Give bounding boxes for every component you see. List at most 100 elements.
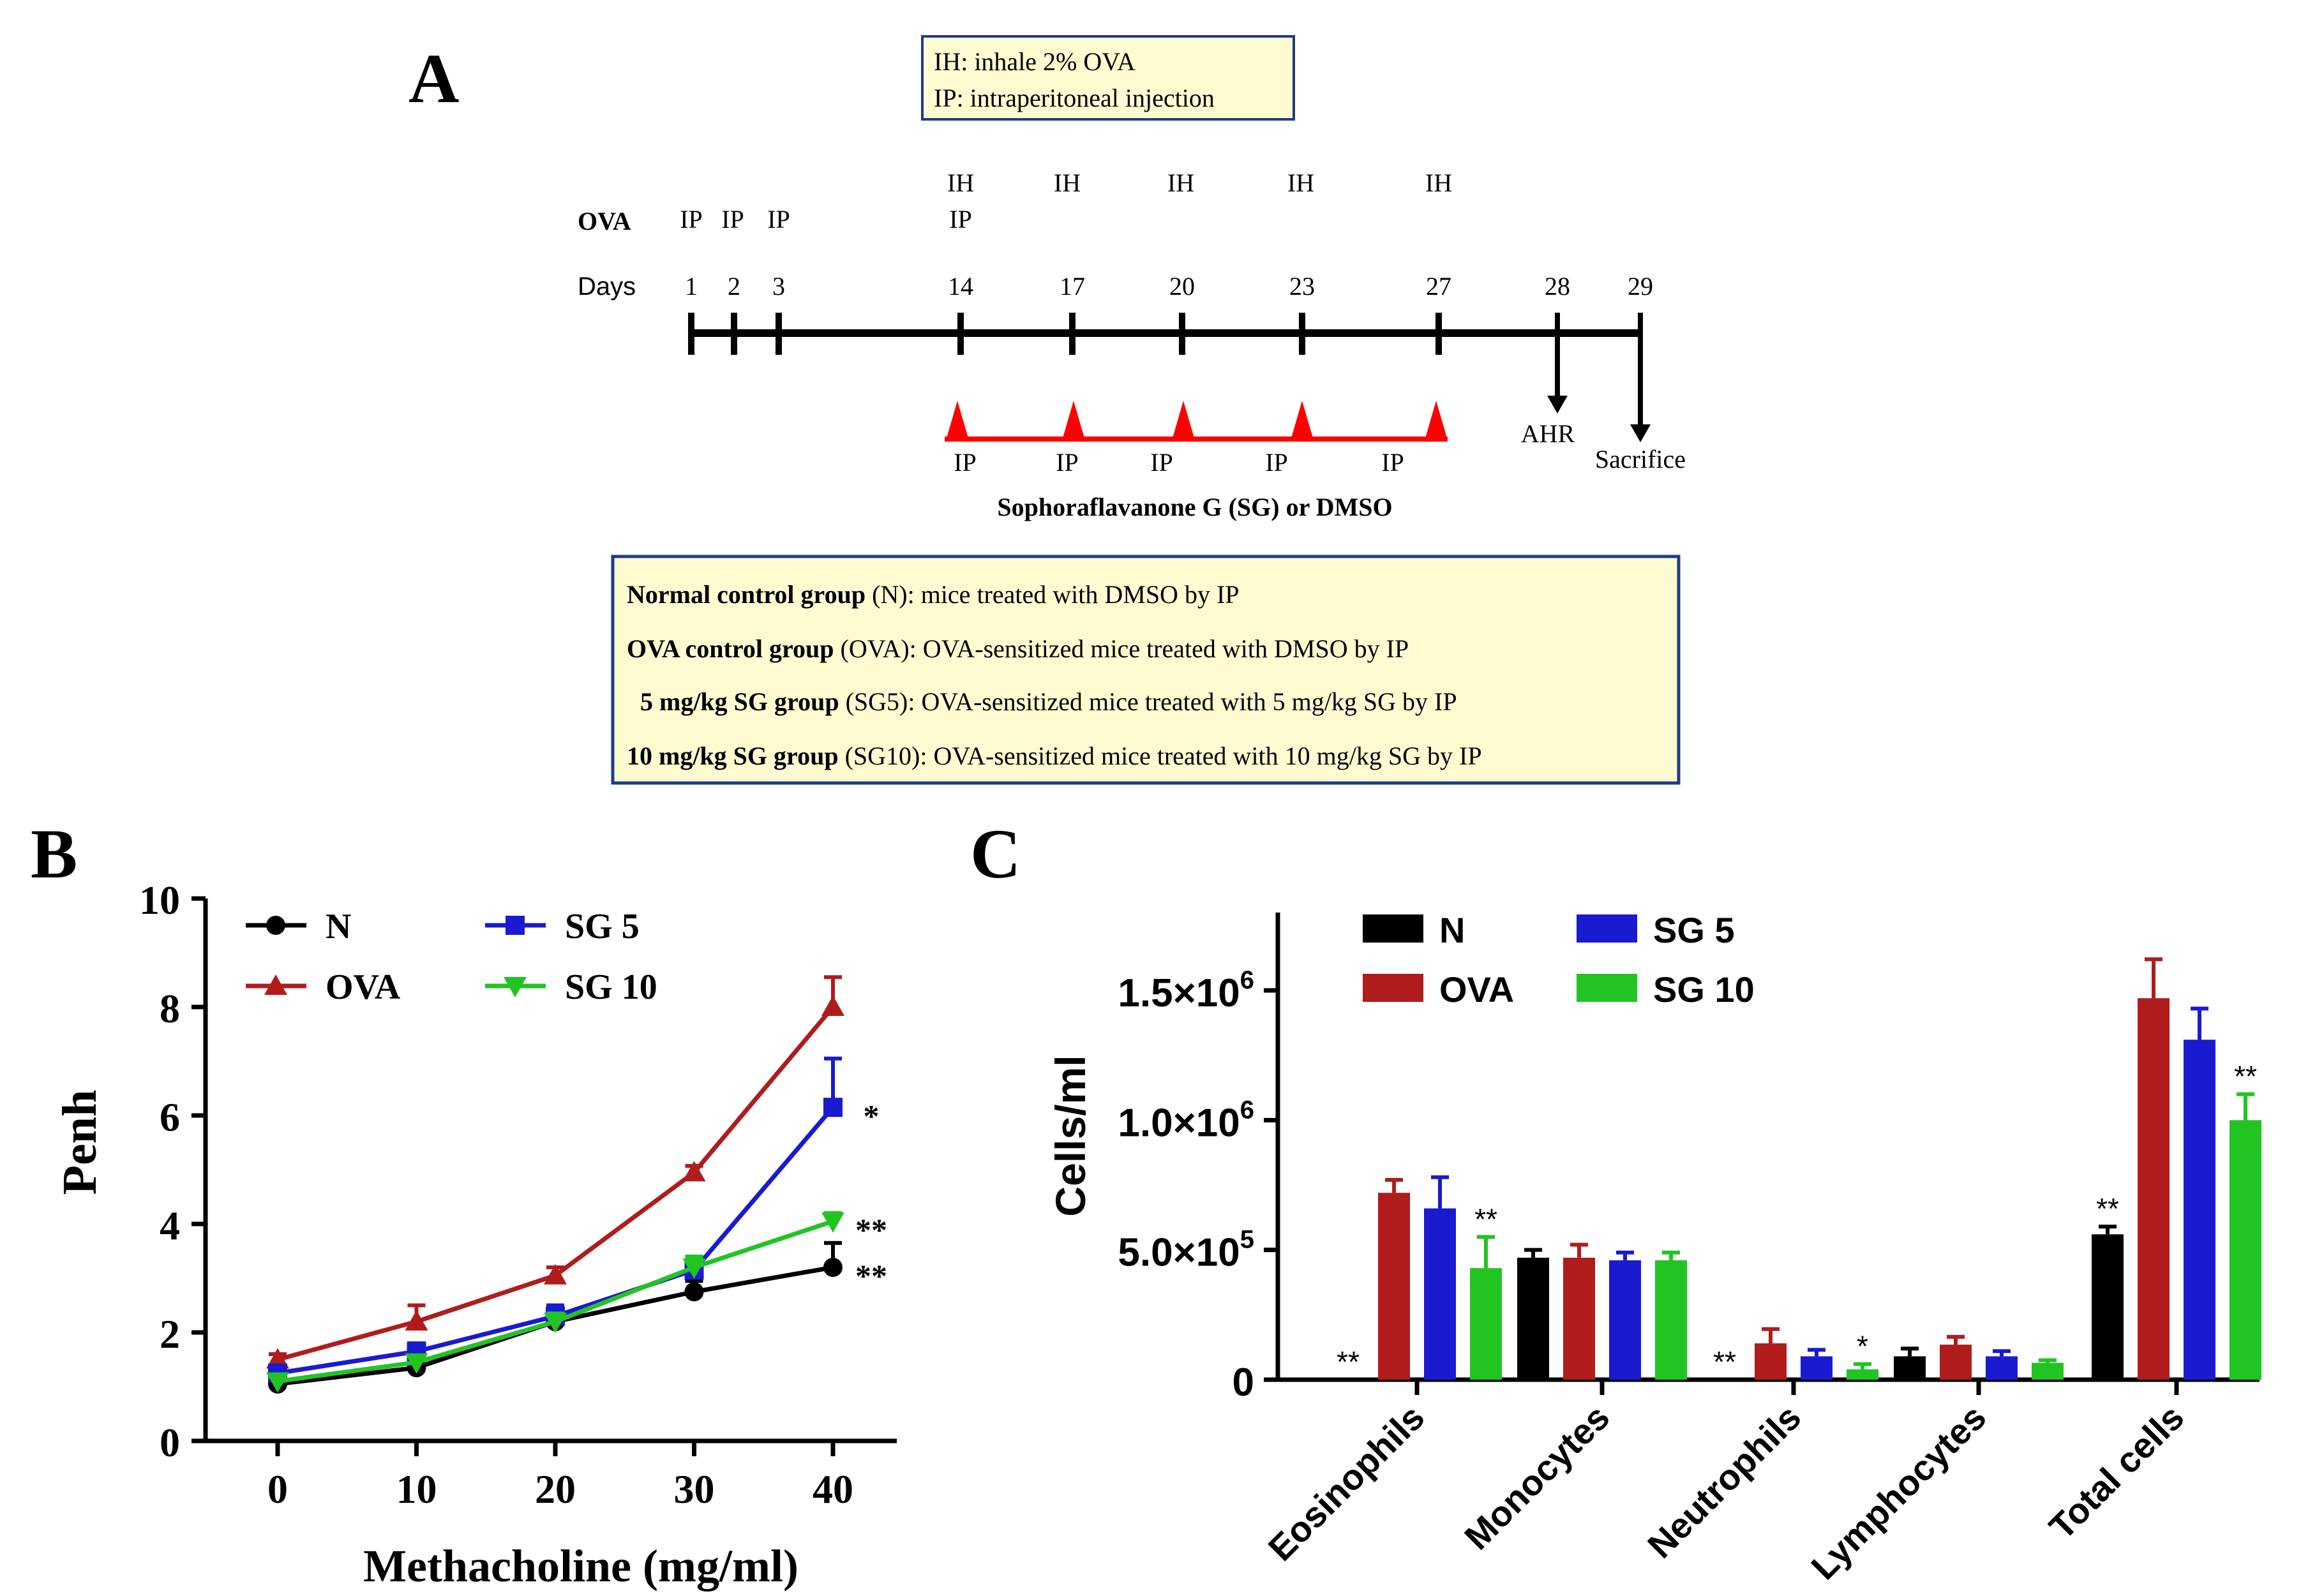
treatment-marker-3 [1172, 401, 1195, 440]
treatment-marker-5 [1425, 401, 1448, 440]
group-sg5: 5 mg/kg SG group (SG5): OVA-sensitized m… [640, 687, 1457, 716]
ova-ih-day14: IH [947, 168, 974, 197]
ova-ih-day20: IH [1167, 168, 1194, 197]
panel-b-label: B [31, 815, 77, 893]
day-3: 3 [772, 272, 785, 301]
chart-c-legend-swatch-sg-10 [1577, 974, 1637, 1002]
chart-c-bar-neutrophils-sg-5 [1801, 1356, 1833, 1380]
days-row-label: Days [578, 272, 636, 301]
chart-c-legend-sg-10: SG 10 [1577, 969, 1755, 1010]
group-sg10-name: 10 mg/kg SG group [627, 742, 839, 770]
chart-c-xtick-label-total-cells: Total cells [2041, 1397, 2191, 1547]
ova-ip-day3: IP [767, 205, 790, 234]
group-normal-name: Normal control group [627, 580, 866, 609]
chart-b-legend-marker-n [266, 916, 285, 935]
group-sg10: 10 mg/kg SG group (SG10): OVA-sensitized… [627, 742, 1482, 770]
chart-b-legend-ova: OVA [246, 967, 401, 1007]
chart-c-ylabel: Cells/ml [1047, 1055, 1094, 1216]
chart-b-point-n [823, 1258, 843, 1277]
day-27: 27 [1426, 272, 1451, 301]
day-29: 29 [1628, 272, 1653, 301]
abbreviation-box [921, 35, 1295, 121]
chart-b-line-sg-5 [277, 1105, 835, 1376]
group-ova-name: OVA control group [627, 634, 834, 663]
chart-c-bar-eosinophils-sg-5 [1424, 1208, 1456, 1380]
chart-b-legend-label-ova: OVA [326, 967, 401, 1007]
treatment-ip-5: IP [1381, 448, 1404, 477]
treatment-marker-1 [946, 401, 969, 440]
chart-c-bar-neutrophils-sg-10 [1847, 1369, 1878, 1380]
chart-c-bar-lymphocytes-n [1894, 1356, 1926, 1380]
chart-b-ytick-label-6: 6 [160, 1094, 180, 1140]
chart-c-xtick-label-eosinophils: Eosinophils [1261, 1397, 1432, 1569]
treatment-ip-1: IP [954, 448, 977, 477]
chart-c-bar-total-cells-sg-5 [2184, 1040, 2215, 1380]
treatment-marker-2 [1062, 401, 1085, 440]
chart-b-point-sg-5 [823, 1098, 843, 1117]
chart-c-legend-swatch-n [1363, 914, 1423, 943]
timeline-ticks [688, 313, 1442, 355]
chart-b-ytick-label-4: 4 [160, 1203, 180, 1248]
chart-b-sig-sg-10: ** [855, 1212, 887, 1248]
ova-ih-day23: IH [1287, 168, 1314, 197]
chart-c-ytick-label-1000000: 1.0×106 [1118, 1096, 1254, 1145]
chart-b-point-sg-10 [266, 1372, 289, 1393]
day-1: 1 [685, 272, 698, 301]
chart-b-xtick-label-10: 10 [396, 1466, 437, 1512]
chart-b-point-sg-10 [544, 1313, 567, 1333]
chart-c-xtick-label-lymphocytes: Lymphocytes [1803, 1397, 1993, 1587]
ova-ip-day1: IP [680, 205, 703, 234]
chart-b-ylabel: Penh [53, 1090, 107, 1195]
treatment-ip-3: IP [1150, 448, 1173, 477]
group-sg10-desc: (SG10): OVA-sensitized mice treated with… [839, 742, 1482, 770]
chart-b-series-sg-5 [268, 1056, 843, 1383]
chart-c-bar-total-cells-sg-10 [2230, 1120, 2261, 1380]
treatment-ip-4: IP [1265, 448, 1288, 477]
ova-ih-day27: IH [1425, 168, 1452, 197]
chart-b-ytick-label-0: 0 [160, 1420, 180, 1465]
group-sg5-desc: (SG5): OVA-sensitized mice treated with … [839, 687, 1457, 716]
chart-c-legend-ova: OVA [1363, 969, 1514, 1010]
chart-b-point-ova [682, 1161, 706, 1182]
day-17: 17 [1060, 272, 1085, 301]
chart-c: Cells/ml 0 5.0×105 1.0×106 1.5×106 Eosinophi… [1047, 910, 2261, 1587]
chart-b-ytick-label-2: 2 [160, 1311, 180, 1357]
treatment-label: Sophoraflavanone G (SG) or DMSO [997, 493, 1392, 521]
day-23: 23 [1289, 272, 1315, 301]
chart-b-point-ova [405, 1310, 428, 1331]
chart-c-xtick-label-monocytes: Monocytes [1457, 1397, 1617, 1557]
chart-b-point-sg-10 [405, 1353, 428, 1374]
sacrifice-label: Sacrifice [1595, 445, 1686, 474]
chart-b-line-sg-10 [277, 1219, 834, 1383]
group-ova: OVA control group (OVA): OVA-sensitized … [627, 634, 1409, 663]
group-ova-desc: (OVA): OVA-sensitized mice treated with … [834, 634, 1409, 663]
chart-c-bar-monocytes-ova [1563, 1257, 1595, 1380]
chart-c-bar-lymphocytes-sg-10 [2032, 1362, 2064, 1380]
chart-c-xtick-label-neutrophils: Neutrophils [1640, 1397, 1809, 1566]
treatment-ip-2: IP [1056, 448, 1079, 477]
chart-c-sig-total-cells-sg-10: ** [2234, 1060, 2257, 1093]
chart-c-bar-neutrophils-ova [1755, 1343, 1787, 1380]
chart-c-sig-neutrophils-n: ** [1713, 1345, 1736, 1378]
ova-ih-day17: IH [1054, 168, 1081, 197]
day-28: 28 [1545, 272, 1570, 301]
chart-c-bar-monocytes-n [1517, 1257, 1549, 1380]
chart-c-bar-eosinophils-ova [1378, 1193, 1410, 1380]
chart-b-point-sg-10 [682, 1258, 706, 1279]
chart-b-sig-n: ** [855, 1258, 887, 1294]
chart-c-sig-eosinophils-sg-10: ** [1474, 1202, 1497, 1235]
chart-b-xtick-label-20: 20 [535, 1466, 576, 1512]
chart-c-legend-sg-5: SG 5 [1577, 910, 1735, 950]
chart-b-series-ova [266, 975, 844, 1369]
day-2: 2 [728, 272, 740, 301]
day-20: 20 [1169, 272, 1195, 301]
day-14: 14 [948, 272, 973, 301]
chart-b-ytick-label-8: 8 [160, 986, 180, 1031]
chart-c-sig-neutrophils-sg-10: * [1857, 1330, 1868, 1363]
ova-ip-day2: IP [721, 205, 744, 234]
ova-row-label: OVA [578, 207, 631, 235]
chart-b-series-sg-10 [266, 1211, 844, 1393]
chart-c-bar-lymphocytes-ova [1940, 1345, 1972, 1380]
chart-b-legend-marker-ova [264, 974, 287, 995]
group-normal: Normal control group (N): mice treated w… [627, 580, 1240, 609]
